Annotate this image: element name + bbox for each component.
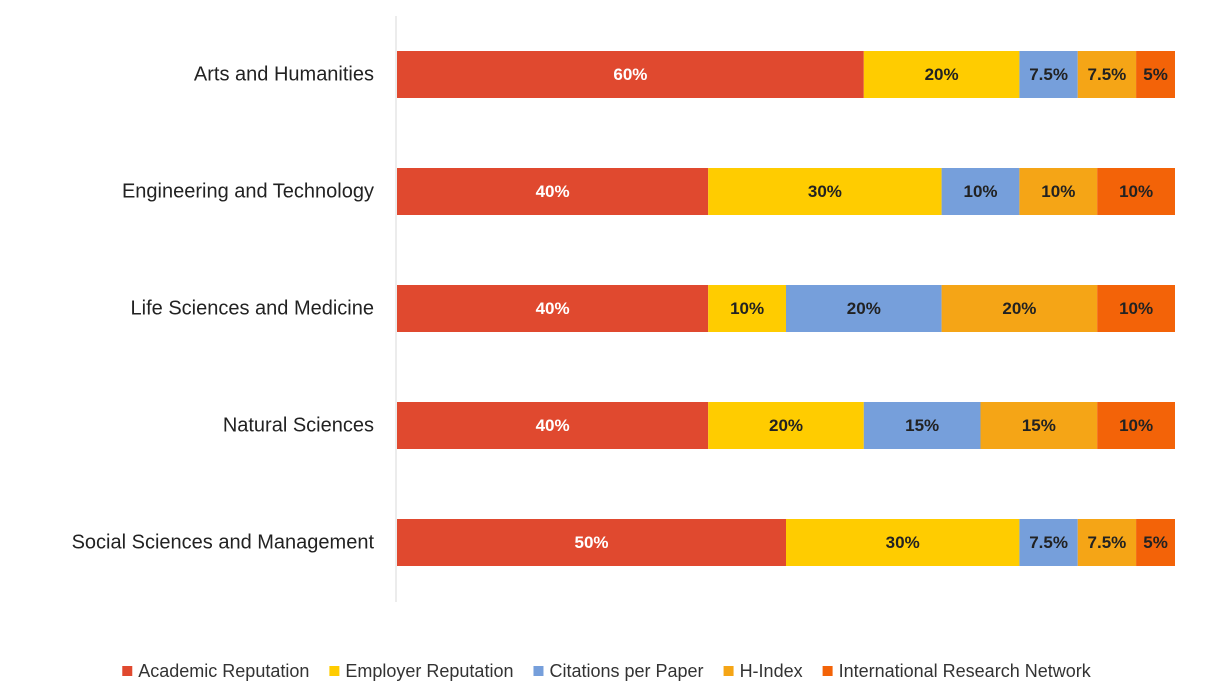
data-label: 7.5%: [1088, 533, 1127, 552]
bars: 60% 20% 7.5% 7.5% 5% 40% 30% 10% 10% 10% 40% 10% 20%…: [397, 51, 1175, 566]
data-label: 7.5%: [1029, 65, 1068, 84]
bar-segment: [1077, 51, 1137, 98]
bar-segment: [708, 168, 942, 215]
data-label: 15%: [905, 416, 939, 435]
bar-segment: [397, 519, 786, 566]
bar-segment: [397, 51, 864, 98]
data-label: 30%: [808, 182, 842, 201]
bar-segment: [1136, 519, 1175, 566]
data-label: 20%: [769, 416, 803, 435]
bar-segment: [941, 285, 1098, 332]
category-labels: Arts and Humanities Engineering and Techn…: [72, 64, 375, 554]
bar-segment: [708, 285, 786, 332]
bar-segment: [1097, 402, 1175, 449]
data-label: 30%: [886, 533, 920, 552]
data-label: 10%: [1119, 299, 1153, 318]
bar-segment: [863, 51, 1020, 98]
legend-swatch: [122, 666, 133, 676]
data-label: 20%: [847, 299, 881, 318]
data-label: 50%: [574, 533, 608, 552]
data-label: 60%: [613, 65, 647, 84]
legend-label: Academic Reputation: [138, 661, 309, 681]
legend-item: International Research Network: [822, 661, 1092, 681]
bar-segment: [786, 285, 942, 332]
legend-item: Citations per Paper: [533, 661, 704, 681]
data-label: 20%: [1002, 299, 1036, 318]
bar-segment: [941, 168, 1020, 215]
legend-swatch: [822, 666, 833, 676]
data-label: 20%: [925, 65, 959, 84]
bar-segment: [1097, 168, 1175, 215]
data-label: 5%: [1143, 533, 1168, 552]
category-label: Natural Sciences: [223, 415, 374, 437]
bar-segment: [708, 402, 864, 449]
data-label: 5%: [1143, 65, 1168, 84]
category-label: Social Sciences and Management: [72, 532, 375, 554]
bar-segment: [786, 519, 1020, 566]
data-label: 7.5%: [1088, 65, 1127, 84]
data-label: 10%: [1119, 182, 1153, 201]
bar-segment: [1136, 51, 1175, 98]
category-label: Engineering and Technology: [122, 181, 374, 203]
data-label: 10%: [1041, 182, 1075, 201]
legend-swatch: [533, 666, 544, 676]
legend-swatch: [329, 666, 340, 676]
data-label: 10%: [730, 299, 764, 318]
legend-item: H-Index: [723, 661, 803, 681]
data-label: 10%: [1119, 416, 1153, 435]
bar-segment: [1019, 519, 1078, 566]
data-label: 10%: [963, 182, 997, 201]
data-label: 7.5%: [1029, 533, 1068, 552]
legend-item: Academic Reputation: [122, 661, 309, 681]
data-label: 40%: [536, 416, 570, 435]
legend-label: Employer Reputation: [345, 661, 513, 681]
legend-swatch: [723, 666, 734, 676]
legend-label: International Research Network: [839, 661, 1092, 681]
data-label: 40%: [536, 182, 570, 201]
bar-segment: [1019, 168, 1098, 215]
bar-segment: [397, 168, 709, 215]
data-label: 40%: [536, 299, 570, 318]
bar-segment: [397, 402, 709, 449]
category-label: Life Sciences and Medicine: [131, 298, 374, 320]
legend-label: Citations per Paper: [549, 661, 703, 681]
bar-segment: [980, 402, 1098, 449]
legend: Academic Reputation Employer Reputation Ci…: [122, 661, 1092, 681]
legend-item: Employer Reputation: [329, 661, 513, 681]
legend-label: H-Index: [740, 661, 803, 681]
bar-segment: [1097, 285, 1175, 332]
bar-segment: [397, 285, 709, 332]
bar-segment: [863, 402, 981, 449]
data-label: 15%: [1022, 416, 1056, 435]
bar-segment: [1077, 519, 1137, 566]
category-label: Arts and Humanities: [194, 64, 374, 86]
bar-segment: [1019, 51, 1078, 98]
